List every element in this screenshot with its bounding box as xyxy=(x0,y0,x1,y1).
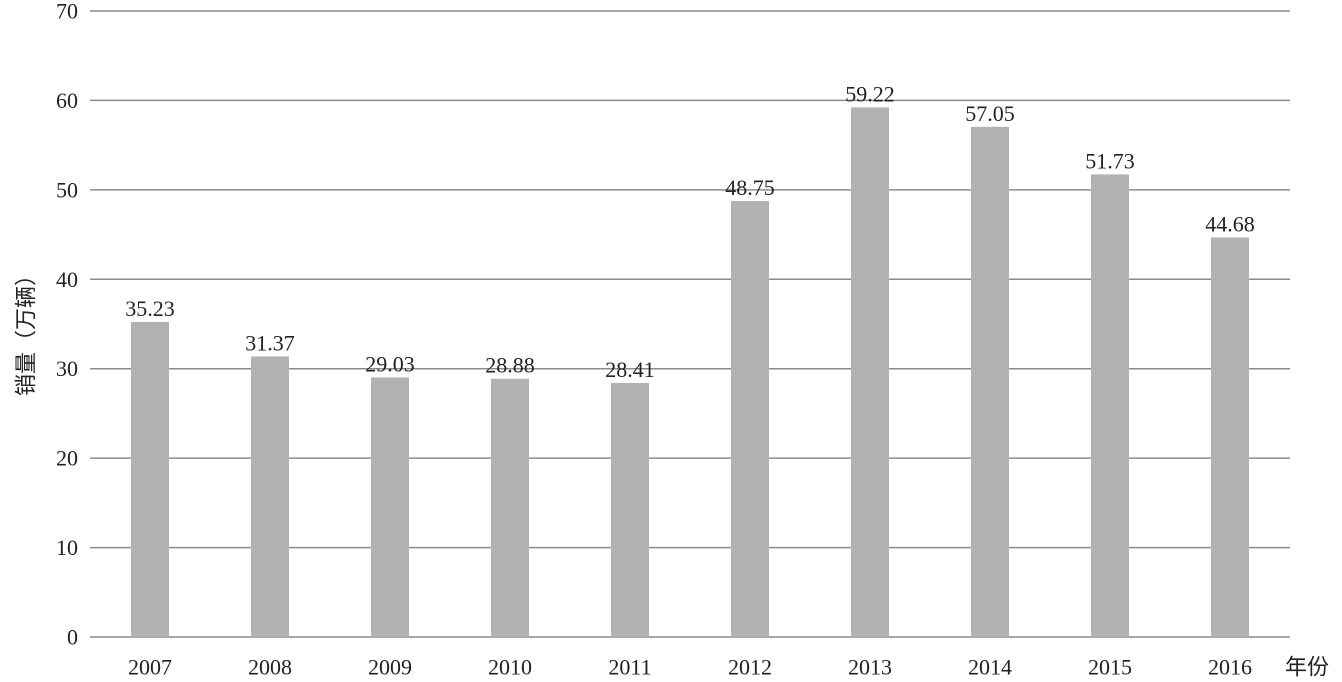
bar xyxy=(131,321,169,637)
x-tick-label: 2013 xyxy=(848,655,892,680)
y-tick-label: 20 xyxy=(56,446,78,471)
y-axis-ticks: 0 10 20 30 40 50 60 70 xyxy=(56,0,78,650)
bar xyxy=(611,382,649,637)
bar xyxy=(731,201,769,638)
x-tick-label: 2011 xyxy=(608,655,651,680)
bar-value-label: 48.75 xyxy=(725,175,775,200)
bar-value-label: 28.41 xyxy=(605,357,655,382)
bar-value-label: 57.05 xyxy=(965,101,1015,126)
y-tick-label: 50 xyxy=(56,177,78,202)
bar xyxy=(971,126,1009,637)
bar-value-label: 28.88 xyxy=(485,353,535,378)
grid-lines xyxy=(90,10,1290,638)
y-tick-label: 10 xyxy=(56,535,78,560)
bar-value-label: 44.68 xyxy=(1205,211,1255,236)
y-tick-label: 60 xyxy=(56,88,78,113)
bar-value-label: 51.73 xyxy=(1085,148,1135,173)
x-tick-label: 2007 xyxy=(128,655,172,680)
x-tick-label: 2008 xyxy=(248,655,292,680)
x-tick-label: 2016 xyxy=(1208,655,1252,680)
x-tick-label: 2012 xyxy=(728,655,772,680)
bars xyxy=(131,107,1249,638)
bar xyxy=(1211,237,1249,637)
x-tick-label: 2014 xyxy=(968,655,1012,680)
bar xyxy=(491,378,529,637)
data-labels: 35.23 31.37 29.03 28.88 28.41 48.75 59.22 57.05… xyxy=(125,81,1255,382)
bar-value-label: 59.22 xyxy=(845,81,895,106)
bar xyxy=(371,377,409,637)
bar-value-label: 35.23 xyxy=(125,296,175,321)
bar xyxy=(851,107,889,638)
x-axis-ticks: 2007 2008 2009 2010 2011 2012 2013 2014 2015 2016 xyxy=(128,655,1252,680)
x-tick-label: 2010 xyxy=(488,655,532,680)
bar xyxy=(1091,174,1129,638)
y-tick-label: 30 xyxy=(56,356,78,381)
bar xyxy=(251,356,289,637)
y-tick-label: 40 xyxy=(56,267,78,292)
y-tick-label: 70 xyxy=(56,0,78,24)
x-tick-label: 2009 xyxy=(368,655,412,680)
bar-value-label: 31.37 xyxy=(245,330,295,355)
x-axis-title: 年份 xyxy=(1285,655,1329,680)
y-axis-title: 销量（万辆） xyxy=(14,264,39,396)
bar-value-label: 29.03 xyxy=(365,351,415,376)
x-tick-label: 2015 xyxy=(1088,655,1132,680)
y-tick-label: 0 xyxy=(67,625,78,650)
